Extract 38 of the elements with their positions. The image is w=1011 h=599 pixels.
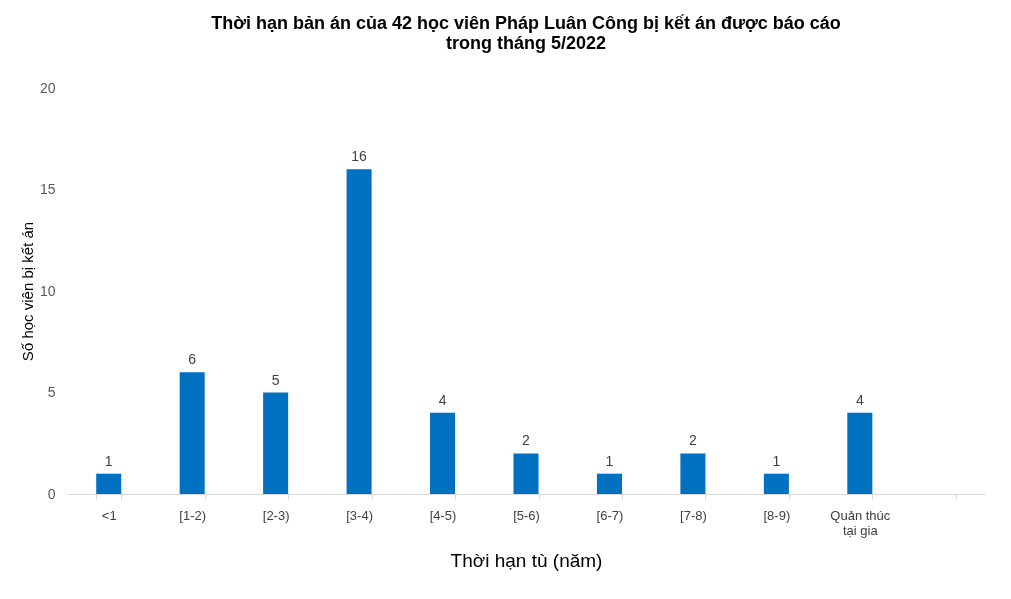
data-label: 2 — [522, 432, 531, 449]
chart-title: Thời hạn bản án của 42 học viên Pháp Luân Công bị kết án được báo cáo trong tháng 5/2022 — [211, 13, 841, 53]
y-tick-label: 15 — [39, 181, 56, 197]
data-label: 2 — [689, 432, 698, 449]
y-tick-label: 20 — [39, 79, 56, 96]
x-tick-label: [8-9) — [763, 507, 791, 523]
bar — [179, 372, 205, 494]
x-tick-label: [6-7) — [596, 507, 624, 523]
y-tick-label: 5 — [47, 384, 56, 400]
x-tick-label: [2-3) — [262, 507, 290, 523]
x-tick-label: Quản thúc tại gia — [830, 507, 891, 538]
x-tick-label: [3-4) — [346, 507, 373, 523]
bar — [680, 453, 706, 494]
bar — [596, 473, 622, 494]
bar — [263, 392, 289, 494]
x-tick-label: [5-6) — [513, 507, 540, 523]
bar — [430, 412, 456, 494]
data-label: 1 — [104, 452, 113, 469]
x-tick-label: <1 — [101, 507, 117, 523]
bar — [513, 453, 539, 494]
data-label: 5 — [271, 371, 280, 388]
data-label: 1 — [772, 452, 781, 469]
x-tick-label: [1-2) — [179, 507, 207, 523]
y-tick-label: 0 — [47, 485, 56, 502]
data-label: 4 — [438, 391, 447, 408]
bar — [96, 473, 122, 494]
bar — [346, 169, 372, 494]
data-label: 4 — [855, 391, 864, 408]
data-label: 16 — [351, 148, 368, 165]
x-tick-label: [4-5) — [429, 507, 457, 523]
y-tick-label: 10 — [39, 282, 56, 299]
bar — [763, 473, 789, 494]
x-axis-title: Thời hạn tù (năm) — [450, 549, 603, 571]
data-label: 6 — [188, 351, 197, 368]
bar — [847, 412, 873, 494]
y-axis-title: Số học viên bị kết án — [18, 221, 36, 362]
x-tick-label: [7-8) — [680, 507, 707, 523]
data-label: 1 — [605, 452, 614, 469]
